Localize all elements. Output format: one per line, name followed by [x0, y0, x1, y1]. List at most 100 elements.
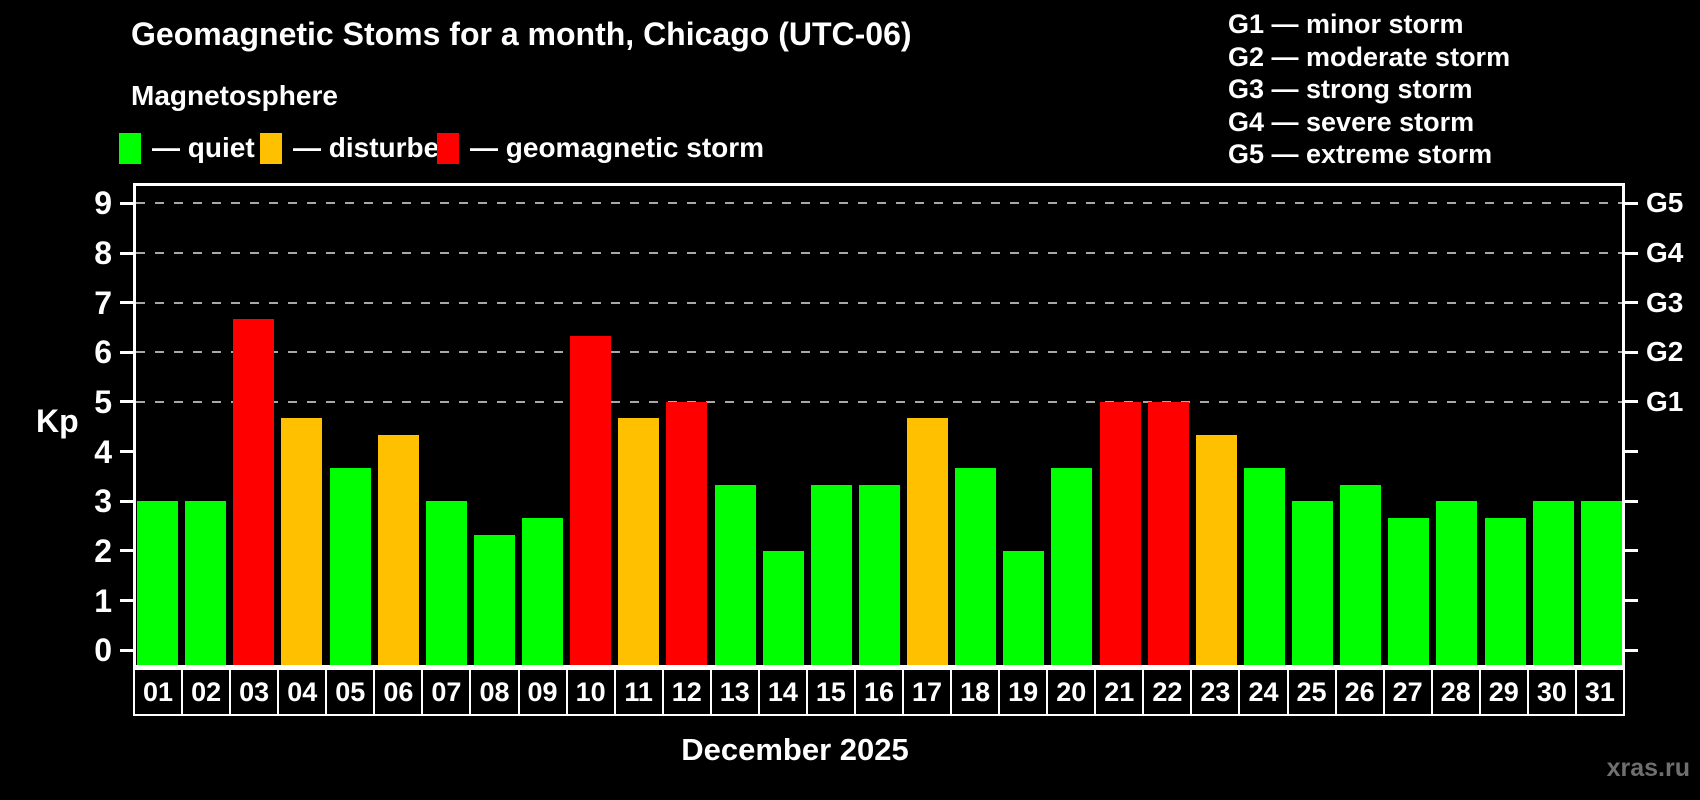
y-tick-right [1625, 549, 1638, 553]
chart-title: Geomagnetic Stoms for a month, Chicago (… [131, 16, 912, 52]
g-legend-line: G2 — moderate storm [1228, 41, 1511, 72]
y-tick-label-5: 5 [94, 383, 112, 420]
day-label-12: 12 [661, 668, 712, 716]
day-label-31: 31 [1574, 668, 1625, 716]
storm-color-swatch [437, 132, 459, 164]
bar-day-04 [281, 418, 323, 665]
y-tick-label-2: 2 [94, 532, 112, 569]
day-label-29: 29 [1478, 668, 1529, 716]
y-tick-right [1625, 648, 1638, 652]
day-label-18: 18 [950, 668, 1001, 716]
g-axis-label-g3: G3 [1646, 286, 1684, 318]
legend-label-storm: — geomagnetic storm [470, 132, 765, 163]
day-label-11: 11 [613, 668, 664, 716]
g-axis-label-g1: G1 [1646, 385, 1684, 417]
day-label-13: 13 [709, 668, 760, 716]
day-label-03: 03 [229, 668, 280, 716]
bar-day-29 [1484, 517, 1526, 665]
day-label-21: 21 [1094, 668, 1145, 716]
bar-day-28 [1436, 501, 1478, 665]
y-tick-label-6: 6 [94, 334, 112, 371]
y-tick-left [120, 201, 133, 205]
bar-day-27 [1388, 517, 1430, 665]
bar-day-12 [666, 401, 708, 665]
day-label-22: 22 [1142, 668, 1193, 716]
day-label-19: 19 [998, 668, 1049, 716]
y-tick-left [120, 499, 133, 503]
y-tick-left [120, 251, 133, 255]
day-label-15: 15 [805, 668, 856, 716]
y-tick-left [120, 648, 133, 652]
day-label-14: 14 [757, 668, 808, 716]
g-axis-label-g2: G2 [1646, 336, 1684, 368]
bar-day-15 [810, 484, 852, 665]
day-label-27: 27 [1382, 668, 1433, 716]
y-tick-label-0: 0 [94, 632, 112, 669]
y-tick-left [120, 450, 133, 454]
g-axis-label-g5: G5 [1646, 187, 1684, 219]
bar-day-25 [1292, 501, 1334, 665]
y-tick-right [1625, 400, 1638, 404]
bar-day-18 [955, 468, 997, 665]
day-label-23: 23 [1190, 668, 1241, 716]
y-tick-left [120, 301, 133, 305]
bar-day-06 [377, 435, 419, 665]
y-tick-label-8: 8 [94, 235, 112, 271]
bar-day-14 [762, 550, 804, 665]
legend-item-storm: — geomagnetic storm [437, 132, 764, 164]
day-label-08: 08 [469, 668, 520, 716]
y-tick-right [1625, 301, 1638, 305]
bar-day-22 [1147, 401, 1189, 665]
day-label-17: 17 [902, 668, 953, 716]
y-tick-label-3: 3 [94, 483, 112, 520]
day-label-28: 28 [1430, 668, 1481, 716]
bar-day-03 [233, 319, 275, 665]
watermark: xras.ru [1606, 754, 1690, 782]
y-tick-label-7: 7 [94, 284, 112, 321]
y-tick-left [120, 549, 133, 553]
gridline-kp9 [136, 202, 1622, 205]
gridline-kp8 [136, 252, 1622, 254]
bar-day-02 [185, 501, 227, 665]
bar-day-31 [1580, 501, 1622, 665]
y-tick-right [1625, 201, 1638, 205]
day-label-26: 26 [1334, 668, 1385, 716]
y-tick-right [1625, 499, 1638, 503]
g-legend-line: G3 — strong storm [1228, 74, 1473, 104]
y-tick-right [1625, 450, 1638, 454]
bar-day-21 [1099, 401, 1141, 665]
g-legend-line: G5 — extreme storm [1228, 139, 1493, 169]
day-label-01: 01 [133, 668, 184, 716]
quiet-color-swatch [119, 132, 141, 164]
day-label-16: 16 [853, 668, 904, 716]
bar-day-07 [425, 501, 467, 665]
bar-day-11 [618, 418, 660, 665]
day-label-07: 07 [421, 668, 472, 716]
bar-day-10 [570, 335, 612, 665]
day-label-10: 10 [565, 668, 616, 716]
bar-day-26 [1340, 484, 1382, 665]
bar-day-08 [473, 534, 515, 665]
y-tick-right [1625, 350, 1638, 354]
y-tick-label-9: 9 [94, 185, 112, 222]
day-label-20: 20 [1046, 668, 1097, 716]
y-tick-left [120, 400, 133, 404]
magnetosphere-legend-title: Magnetosphere [131, 80, 338, 111]
y-tick-left [120, 599, 133, 603]
bar-day-09 [522, 517, 564, 665]
legend-label-quiet: — quiet [152, 132, 255, 163]
g-axis-label-g4: G4 [1646, 237, 1684, 268]
day-label-05: 05 [325, 668, 376, 716]
gridline-kp5 [136, 400, 1622, 403]
bar-day-19 [1003, 550, 1045, 665]
day-label-24: 24 [1238, 668, 1289, 716]
g-legend-line: G4 — severe storm [1228, 106, 1475, 137]
x-axis-title: December 2025 [681, 732, 909, 767]
bar-day-16 [858, 484, 900, 665]
bar-day-23 [1195, 435, 1237, 665]
plot-area [133, 183, 1625, 668]
gridline-kp7 [136, 301, 1622, 304]
bar-day-30 [1532, 501, 1574, 665]
day-label-25: 25 [1286, 668, 1337, 716]
